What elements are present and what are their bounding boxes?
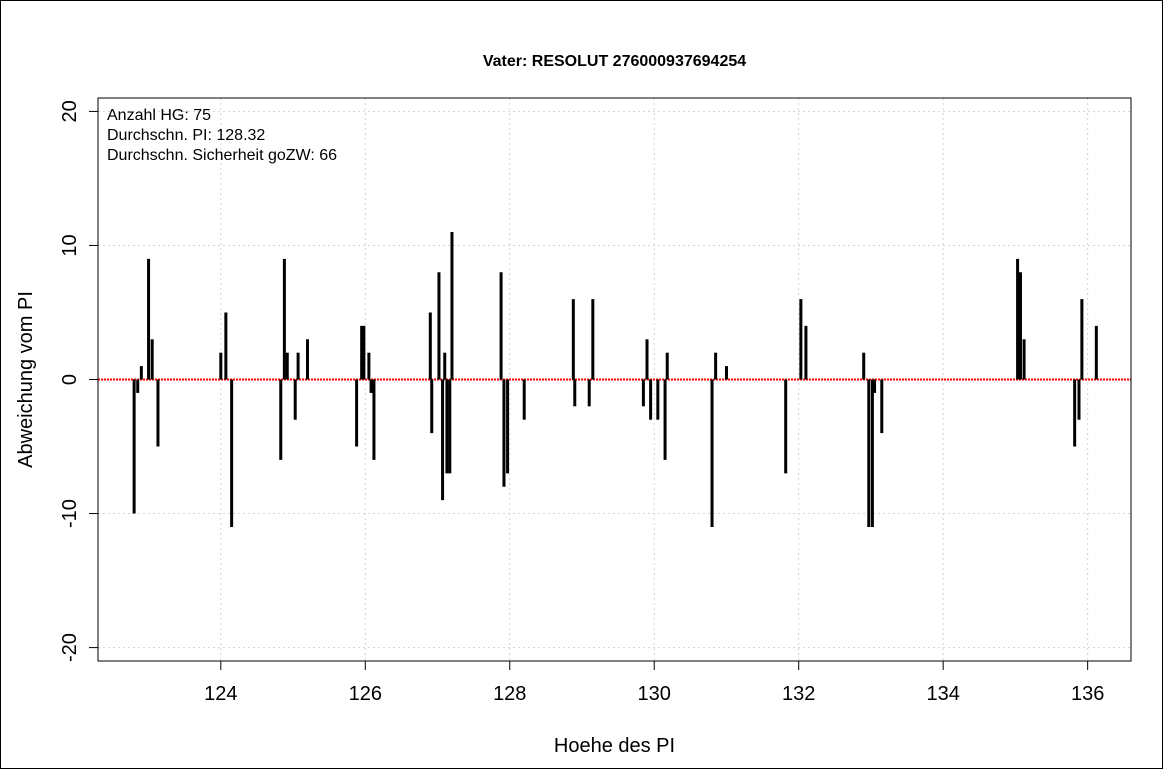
- x-tick-label: 128: [493, 683, 526, 705]
- x-tick-label: 132: [782, 683, 815, 705]
- y-axis: -20 -10 0 10 20: [59, 100, 98, 662]
- y-tick-label: 20: [59, 100, 81, 122]
- y-tick-label: -20: [59, 633, 81, 662]
- bars: [132, 232, 1098, 527]
- x-tick-label: 126: [349, 683, 382, 705]
- x-tick-label: 130: [638, 683, 671, 705]
- y-tick-label: 0: [59, 374, 81, 385]
- x-axis-label: Hoehe des PI: [554, 735, 675, 757]
- annotation-durchschn-sicherheit: Durchschn. Sicherheit goZW: 66: [107, 147, 337, 164]
- y-axis-label: Abweichung vom PI: [15, 291, 37, 468]
- x-tick-label: 136: [1071, 683, 1104, 705]
- x-tick-label: 124: [204, 683, 237, 705]
- y-tick-label: -10: [59, 499, 81, 528]
- annotation-anzahl-hg: Anzahl HG: 75: [107, 107, 211, 124]
- x-axis: 124 126 128 130 132 134 136: [204, 661, 1104, 705]
- y-tick-label: 10: [59, 234, 81, 256]
- annotation-durchschn-pi: Durchschn. PI: 128.32: [107, 127, 265, 144]
- x-tick-label: 134: [926, 683, 959, 705]
- chart-title: Vater: RESOLUT 276000937694254: [483, 53, 746, 70]
